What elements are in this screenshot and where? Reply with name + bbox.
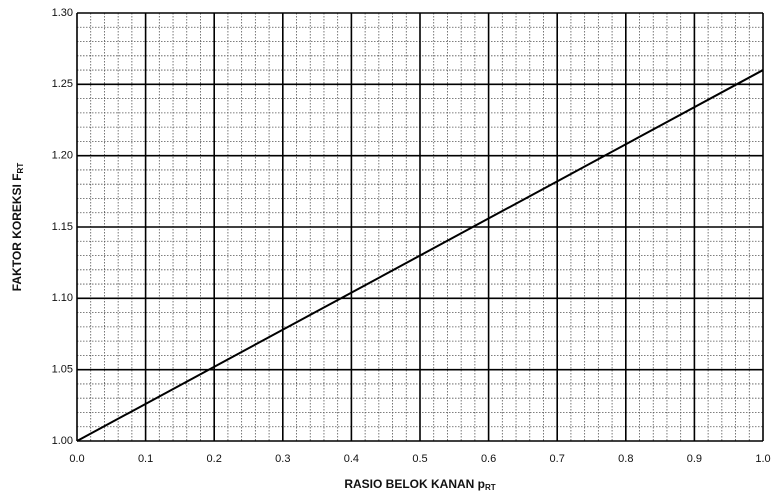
x-tick-label: 0.9 xyxy=(687,453,702,465)
x-tick-label: 0.3 xyxy=(275,453,290,465)
y-tick-label: 1.05 xyxy=(52,364,73,376)
x-tick-label: 0.2 xyxy=(207,453,222,465)
x-tick-label: 0.7 xyxy=(550,453,565,465)
y-tick-label: 1.20 xyxy=(52,150,73,162)
y-axis-title: FAKTOR KOREKSI FRT xyxy=(10,163,25,292)
y-tick-label: 1.00 xyxy=(52,435,73,447)
y-axis-title-main: FAKTOR KOREKSI F xyxy=(10,173,24,291)
x-axis-title-sub: RT xyxy=(485,483,496,492)
x-tick-label: 0.1 xyxy=(138,453,153,465)
y-tick-label: 1.25 xyxy=(52,78,73,90)
y-axis-title-sub: RT xyxy=(16,163,25,174)
y-tick-label: 1.10 xyxy=(52,292,73,304)
x-tick-label: 0.6 xyxy=(481,453,496,465)
x-tick-label: 1.0 xyxy=(755,453,770,465)
chart: RASIO BELOK KANAN pRT FAKTOR KOREKSI FRT… xyxy=(0,0,777,497)
x-axis-title-main: RASIO BELOK KANAN p xyxy=(344,477,485,491)
y-tick-label: 1.15 xyxy=(52,221,73,233)
x-tick-label: 0.5 xyxy=(412,453,427,465)
x-tick-label: 0.8 xyxy=(618,453,633,465)
page: RASIO BELOK KANAN pRT FAKTOR KOREKSI FRT… xyxy=(0,0,777,497)
y-tick-label: 1.30 xyxy=(52,7,73,19)
x-axis-title: RASIO BELOK KANAN pRT xyxy=(344,477,495,492)
x-tick-label: 0.4 xyxy=(344,453,359,465)
x-tick-label: 0.0 xyxy=(69,453,84,465)
